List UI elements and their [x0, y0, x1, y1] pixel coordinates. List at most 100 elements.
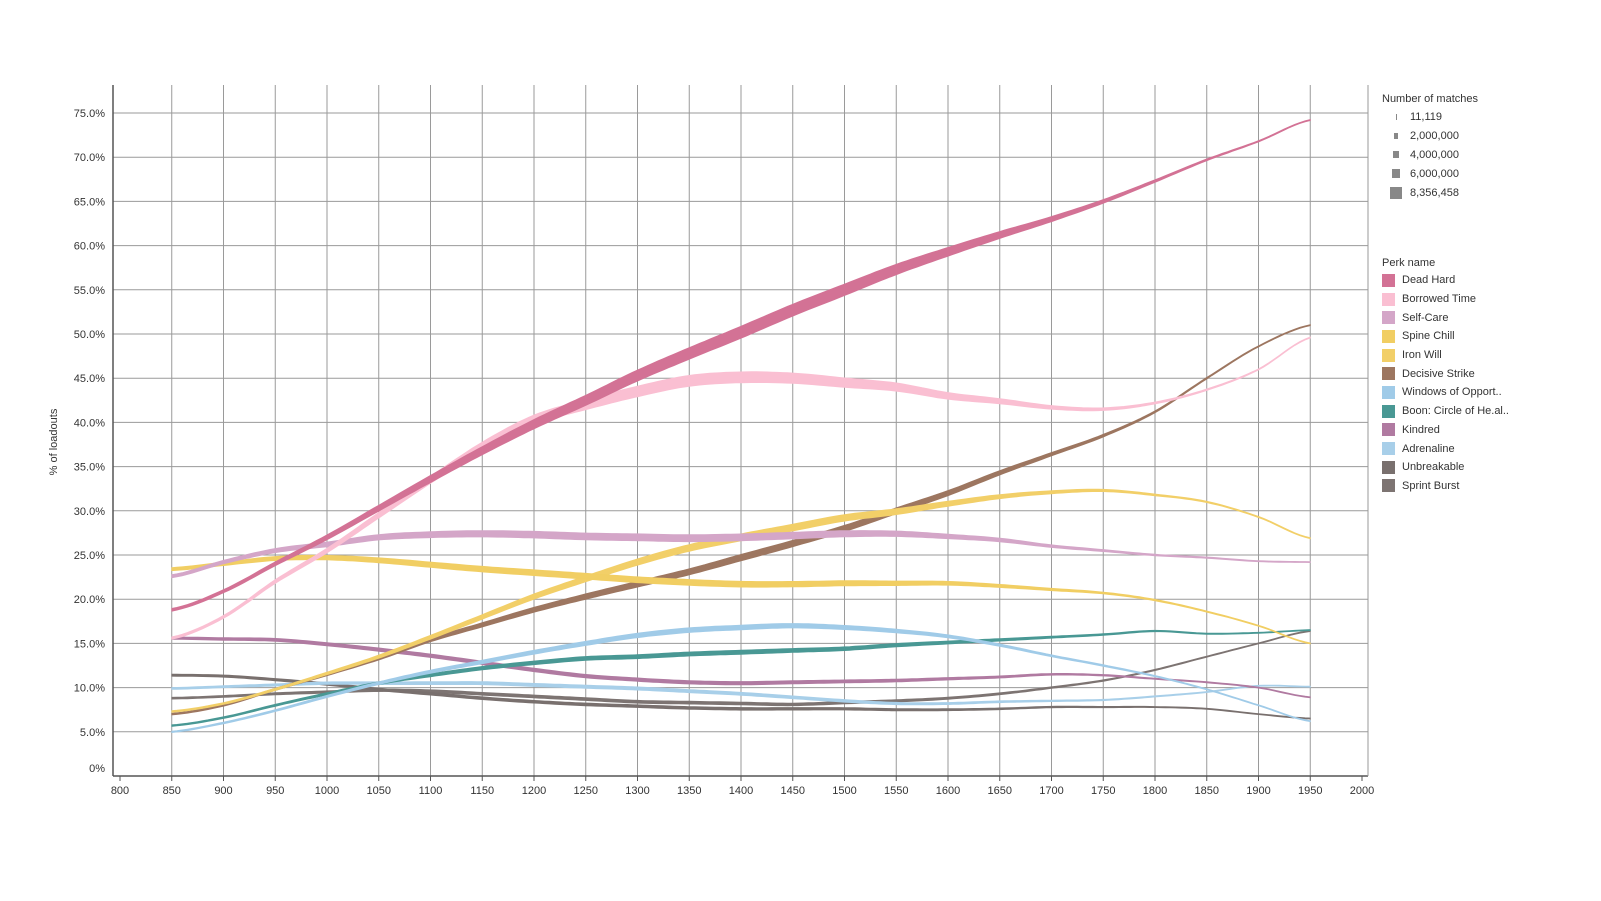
size-legend-label: 11,119: [1410, 110, 1443, 123]
x-tick-label: 1950: [1298, 785, 1322, 797]
size-legend: Number of matches 11,119 2,000,000 4,000,0…: [1382, 93, 1478, 202]
size-legend-title: Number of matches: [1382, 93, 1478, 105]
x-tick-label: 1800: [1143, 785, 1167, 797]
legend-label: Dead Hard: [1402, 274, 1456, 287]
legend-label: Sprint Burst: [1402, 479, 1460, 492]
legend-swatch: [1382, 385, 1395, 399]
legend-label: Self-Care: [1402, 311, 1449, 324]
size-legend-item: 2,000,000: [1382, 126, 1478, 145]
y-tick-label: 45.0%: [74, 373, 105, 385]
series-iron-will: [171, 488, 1311, 713]
y-tick-label: 15.0%: [74, 638, 105, 650]
series-sprint-burst: [171, 630, 1311, 707]
color-legend-title: Perk name: [1382, 257, 1436, 269]
x-tick-label: 1150: [470, 785, 494, 797]
legend-swatch: [1382, 404, 1395, 418]
series-self-care: [171, 530, 1311, 579]
x-tick-label: 1450: [781, 785, 805, 797]
legend-swatch: [1382, 348, 1395, 362]
y-tick-label: 75.0%: [74, 108, 105, 120]
x-tick-label: 1700: [1039, 785, 1063, 797]
y-tick-label: 30.0%: [74, 506, 105, 518]
legend-swatch: [1382, 273, 1395, 287]
x-tick-label: 1050: [367, 785, 391, 797]
legend-label: Borrowed Time: [1402, 293, 1476, 306]
size-legend-label: 8,356,458: [1410, 186, 1459, 199]
legend-item[interactable]: Dead Hard: [1382, 271, 1509, 290]
series-adrenaline: [171, 681, 1311, 706]
legend-item[interactable]: Unbreakable: [1382, 458, 1509, 477]
x-tick-label: 1400: [729, 785, 753, 797]
x-tick-label: 900: [214, 785, 232, 797]
x-tick-label: 800: [111, 785, 129, 797]
color-legend: Perk name Dead Hard Borrowed Time Self-Car…: [1382, 257, 1509, 495]
legend-item[interactable]: Adrenaline: [1382, 439, 1509, 458]
legend-swatch: [1382, 442, 1395, 456]
legend-item[interactable]: Self-Care: [1382, 308, 1509, 327]
legend-label: Adrenaline: [1402, 442, 1455, 455]
x-tick-label: 1250: [574, 785, 598, 797]
legend-item[interactable]: Kindred: [1382, 421, 1509, 440]
legend-swatch: [1382, 460, 1395, 474]
legend-item[interactable]: Sprint Burst: [1382, 477, 1509, 496]
x-tick-label: 1500: [832, 785, 856, 797]
x-tick-label: 1750: [1091, 785, 1115, 797]
size-marker: [1382, 113, 1410, 120]
legend-label: Unbreakable: [1402, 461, 1465, 474]
size-legend-item: 4,000,000: [1382, 145, 1478, 164]
size-legend-item: 6,000,000: [1382, 164, 1478, 183]
legend-swatch: [1382, 292, 1395, 306]
series-dead-hard: [171, 118, 1311, 612]
y-tick-label: 5.0%: [80, 727, 105, 739]
size-legend-item: 11,119: [1382, 107, 1478, 126]
y-tick-label: 10.0%: [74, 683, 105, 695]
y-tick-label: 70.0%: [74, 152, 105, 164]
series-unbreakable: [171, 673, 1311, 720]
y-tick-label: 50.0%: [74, 329, 105, 341]
x-tick-label: 850: [163, 785, 181, 797]
x-tick-label: 1350: [677, 785, 701, 797]
legend-item[interactable]: Decisive Strike: [1382, 364, 1509, 383]
x-tick-label: 1650: [988, 785, 1012, 797]
series-layer: [171, 118, 1311, 733]
size-marker: [1382, 132, 1410, 139]
x-tick-label: 1600: [936, 785, 960, 797]
series-spine-chill: [171, 554, 1311, 645]
y-tick-label: 55.0%: [74, 285, 105, 297]
grid: [113, 85, 1368, 776]
y-axis-label: % of loadouts: [48, 408, 60, 475]
size-marker: [1382, 186, 1410, 199]
x-tick-label: 1900: [1246, 785, 1270, 797]
y-tick-label: 40.0%: [74, 417, 105, 429]
y-tick-label: 60.0%: [74, 241, 105, 253]
legend-item[interactable]: Boon: Circle of He.al..: [1382, 402, 1509, 421]
size-legend-item: 8,356,458: [1382, 183, 1478, 202]
size-legend-label: 6,000,000: [1410, 167, 1459, 180]
legend-swatch: [1382, 367, 1395, 381]
legend-label: Decisive Strike: [1402, 367, 1475, 380]
x-tick-label: 1100: [419, 785, 443, 797]
size-legend-label: 4,000,000: [1410, 148, 1459, 161]
size-marker: [1382, 169, 1410, 178]
legend-item[interactable]: Windows of Opport..: [1382, 383, 1509, 402]
axes: 0% 5.0% 10.0% 15.0% 20.0% 25.0% 30.0% 35.0% 40.0…: [74, 85, 1374, 797]
legend-label: Kindred: [1402, 423, 1440, 436]
y-tick-label: 25.0%: [74, 550, 105, 562]
x-tick-label: 950: [266, 785, 284, 797]
x-tick-label: 2000: [1350, 785, 1374, 797]
legend-item[interactable]: Spine Chill: [1382, 327, 1509, 346]
y-tick-label: 35.0%: [74, 462, 105, 474]
legend-swatch: [1382, 329, 1395, 343]
series-windows-of-opport: [171, 623, 1311, 733]
legend-item[interactable]: Iron Will: [1382, 346, 1509, 365]
legend-swatch: [1382, 479, 1395, 493]
legend-item[interactable]: Borrowed Time: [1382, 290, 1509, 309]
legend-label: Boon: Circle of He.al..: [1402, 405, 1509, 418]
size-legend-label: 2,000,000: [1410, 129, 1459, 142]
legend-label: Spine Chill: [1402, 330, 1455, 343]
legend-swatch: [1382, 311, 1395, 325]
series-kindred: [171, 636, 1311, 699]
x-tick-label: 1000: [315, 785, 339, 797]
legend-label: Windows of Opport..: [1402, 386, 1502, 399]
